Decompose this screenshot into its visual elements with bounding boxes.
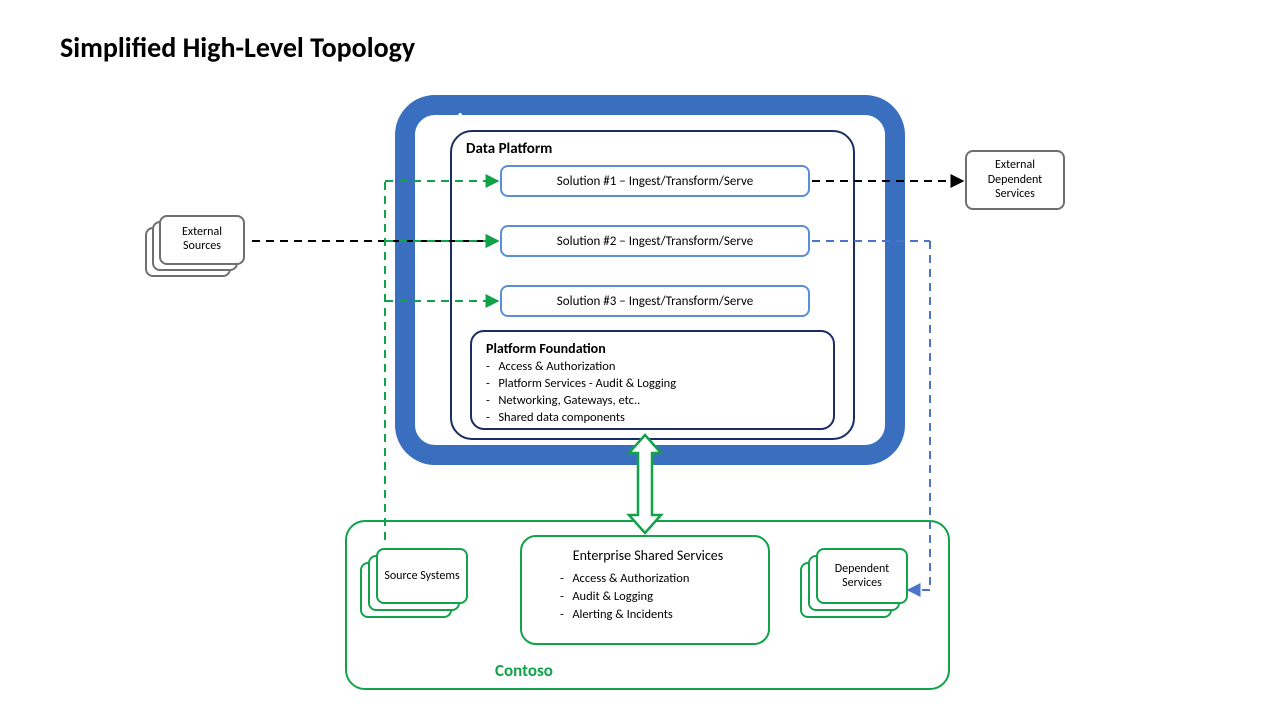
external-sources-card-front: External Sources	[159, 215, 245, 265]
azure-label: Azure	[455, 108, 496, 129]
contoso-label: Contoso	[495, 660, 553, 681]
external-sources-stack: External Sources	[145, 215, 245, 277]
ess-item-3: Alerting & Incidents	[560, 606, 756, 624]
ess-title: Enterprise Shared Services	[540, 547, 756, 564]
ess-list: Access & Authorization Audit & Logging A…	[540, 570, 756, 624]
ess-item-1: Access & Authorization	[560, 570, 756, 588]
page-title: Simplified High-Level Topology	[60, 30, 415, 65]
ess-item-2: Audit & Logging	[560, 588, 756, 606]
solution-1-label: Solution #1 – Ingest/Transform/Serve	[557, 174, 753, 189]
data-platform-title: Data Platform	[466, 140, 552, 158]
enterprise-shared-services-box: Enterprise Shared Services Access & Auth…	[520, 535, 770, 645]
dependent-services-stack: Dependent Services	[800, 548, 910, 620]
solution-1-box: Solution #1 – Ingest/Transform/Serve	[500, 165, 810, 197]
dependent-services-card-front: Dependent Services	[816, 548, 908, 604]
pf-item-2: Platform Services - Audit & Logging	[486, 376, 821, 393]
solution-2-box: Solution #2 – Ingest/Transform/Serve	[500, 225, 810, 257]
solution-3-label: Solution #3 – Ingest/Transform/Serve	[557, 294, 753, 309]
solution-3-box: Solution #3 – Ingest/Transform/Serve	[500, 285, 810, 317]
dependent-services-label: Dependent Services	[822, 562, 902, 591]
platform-foundation-title: Platform Foundation	[486, 340, 821, 357]
pf-item-1: Access & Authorization	[486, 359, 821, 376]
external-dependent-services-label: External Dependent Services	[971, 158, 1059, 201]
platform-foundation-box: Platform Foundation Access & Authorizati…	[470, 330, 835, 430]
external-dependent-services-box: External Dependent Services	[965, 150, 1065, 210]
source-systems-stack: Source Systems	[360, 548, 470, 620]
source-systems-label: Source Systems	[384, 569, 459, 583]
platform-foundation-list: Access & Authorization Platform Services…	[486, 359, 821, 427]
solution-2-label: Solution #2 – Ingest/Transform/Serve	[557, 234, 753, 249]
pf-item-4: Shared data components	[486, 410, 821, 427]
source-systems-card-front: Source Systems	[376, 548, 468, 604]
pf-item-3: Networking, Gateways, etc..	[486, 393, 821, 410]
external-sources-label: External Sources	[165, 226, 239, 254]
